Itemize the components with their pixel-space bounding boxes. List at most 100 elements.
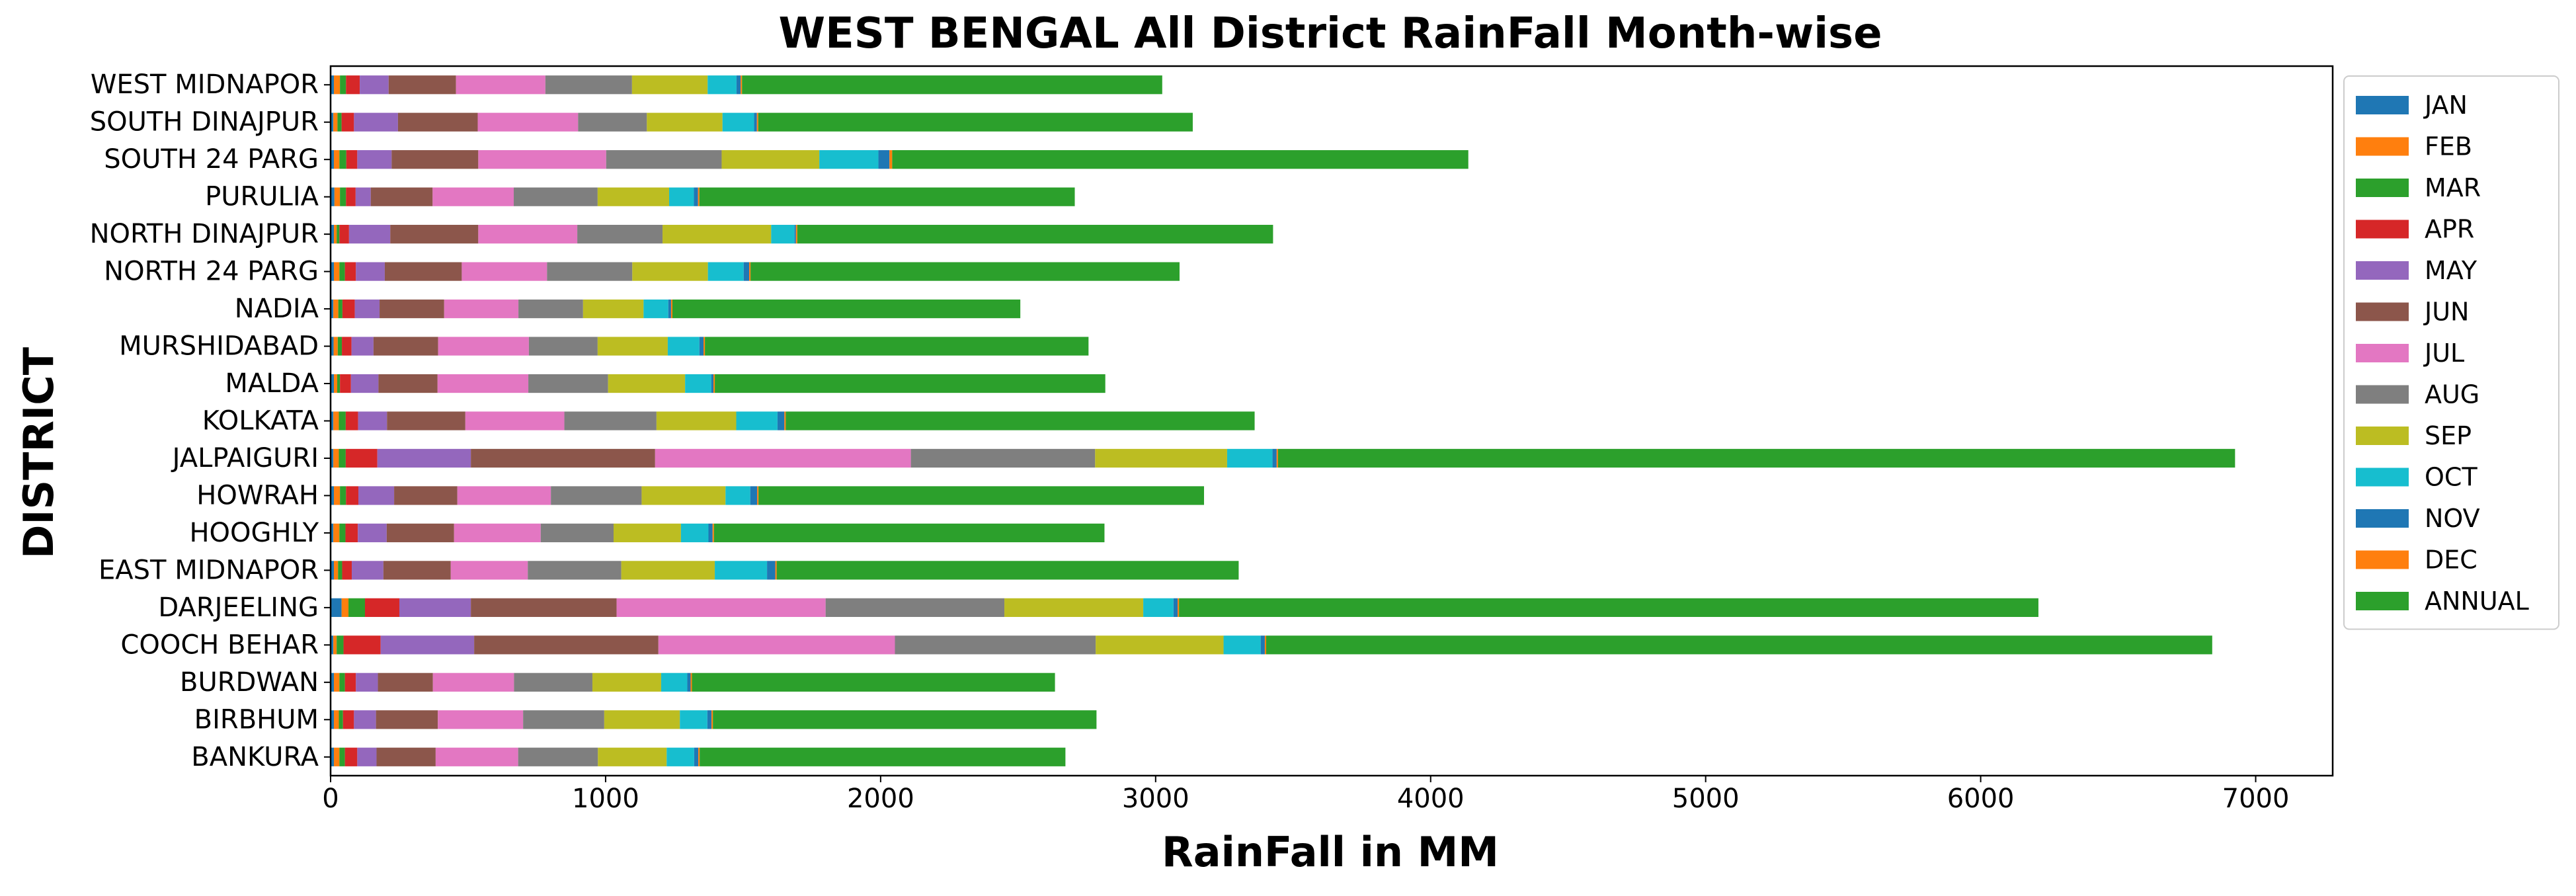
bar-mar	[337, 374, 341, 393]
bar-sep	[1096, 635, 1224, 655]
y-tick-label: BIRBHUM	[194, 704, 319, 735]
bar-jan	[331, 262, 334, 281]
bar-annual	[713, 523, 1105, 543]
chart-title: WEST BENGAL All District RainFall Month-…	[778, 9, 1882, 58]
bar-annual	[692, 672, 1055, 692]
bar-dec	[690, 672, 692, 692]
bar-jan	[331, 747, 334, 766]
legend-swatch-apr	[2356, 220, 2409, 239]
bar-feb	[333, 374, 337, 393]
bar-feb	[333, 523, 340, 543]
bar-dec	[749, 262, 751, 281]
legend-swatch-mar	[2356, 179, 2409, 197]
bar-mar	[337, 225, 340, 244]
bar-oct	[707, 75, 737, 95]
bar-nov	[699, 337, 704, 356]
bar-jan	[331, 374, 334, 393]
bar-aug	[564, 411, 657, 430]
bar-mar	[339, 411, 346, 430]
bar-oct	[1223, 635, 1261, 655]
bar-dec	[711, 710, 713, 729]
bar-oct	[1143, 598, 1174, 617]
legend-label-mar: MAR	[2425, 173, 2481, 202]
bar-jan	[331, 448, 334, 468]
bar-jun	[387, 411, 465, 430]
y-tick-label: PURULIA	[205, 182, 319, 212]
bar-may	[352, 561, 383, 580]
bar-may	[354, 299, 380, 319]
bar-feb	[333, 411, 339, 430]
bar-annual	[713, 710, 1097, 729]
bar-dec	[698, 187, 700, 206]
bar-jan	[331, 710, 334, 729]
bar-jul	[478, 225, 578, 244]
bar-oct	[771, 225, 795, 244]
y-tick-label: MALDA	[225, 368, 319, 399]
bar-sep	[663, 225, 772, 244]
bar-jan	[331, 486, 334, 505]
legend-swatch-dec	[2356, 550, 2409, 569]
bar-annual	[705, 337, 1089, 356]
bar-may	[358, 411, 387, 430]
bar-jun	[394, 486, 458, 505]
bar-aug	[825, 598, 1005, 617]
bar-jul	[655, 448, 911, 468]
bar-nov	[668, 299, 671, 319]
y-tick-label: SOUTH DINAJPUR	[90, 107, 319, 138]
bar-may	[358, 523, 387, 543]
legend-label-annual: ANNUAL	[2425, 587, 2529, 616]
bar-sep	[597, 337, 668, 356]
bar-oct	[736, 411, 778, 430]
bar-mar	[339, 710, 343, 729]
bar-annual	[750, 262, 1180, 281]
bar-sep	[621, 561, 715, 580]
bar-aug	[895, 635, 1096, 655]
bar-apr	[343, 635, 381, 655]
bar-annual	[742, 75, 1162, 95]
bar-aug	[910, 448, 1096, 468]
bar-jan	[331, 635, 334, 655]
bar-jun	[370, 187, 433, 206]
bar-annual	[1266, 635, 2212, 655]
bar-oct	[1227, 448, 1273, 468]
bar-feb	[333, 672, 340, 692]
bar-may	[355, 187, 371, 206]
bar-annual	[758, 112, 1193, 132]
bar-jan	[331, 299, 334, 319]
bar-jul	[432, 187, 514, 206]
x-tick-label: 3000	[1122, 784, 1189, 814]
y-tick-label: MURSHIDABAD	[119, 331, 319, 362]
plot-frame	[329, 65, 2334, 777]
bar-feb	[333, 225, 337, 244]
bar-dec	[704, 337, 705, 356]
y-tick-label: WEST MIDNAPOR	[91, 69, 319, 100]
bar-apr	[364, 598, 399, 617]
legend-label-jan: JAN	[2423, 91, 2468, 120]
bar-feb	[333, 262, 340, 281]
bar-jul	[438, 710, 524, 729]
legend-label-jun: JUN	[2423, 298, 2469, 327]
bar-may	[356, 672, 378, 692]
bar-jun	[383, 561, 451, 580]
bar-jul	[435, 747, 518, 766]
bar-mar	[339, 747, 345, 766]
bar-mar	[340, 187, 346, 206]
bar-jun	[386, 523, 454, 543]
bar-apr	[342, 710, 354, 729]
bar-apr	[346, 486, 359, 505]
bar-feb	[333, 448, 339, 468]
bar-may	[357, 747, 377, 766]
bar-mar	[339, 262, 345, 281]
bar-feb	[333, 486, 341, 505]
bar-dec	[741, 75, 743, 95]
legend-swatch-may	[2356, 261, 2409, 280]
legend-swatch-annual	[2356, 592, 2409, 610]
bar-feb	[333, 112, 338, 132]
bar-apr	[346, 150, 358, 169]
y-tick-label: NORTH DINAJPUR	[90, 219, 319, 249]
bar-jul	[457, 486, 551, 505]
bar-annual	[1277, 448, 2235, 468]
bar-oct	[661, 672, 688, 692]
bar-apr	[342, 337, 352, 356]
